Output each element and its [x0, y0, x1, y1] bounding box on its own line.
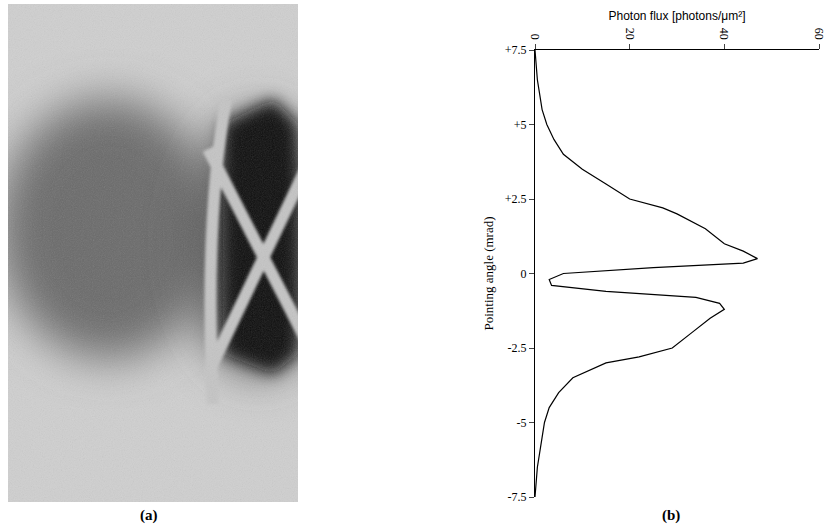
svg-text:60: 60	[812, 28, 826, 40]
svg-text:20: 20	[623, 28, 637, 40]
svg-text:+2.5: +2.5	[505, 192, 527, 206]
svg-text:0: 0	[521, 267, 527, 281]
html-text:(a): (a)	[140, 507, 158, 523]
svg-text:-7.5: -7.5	[508, 490, 527, 504]
svg-text:40: 40	[717, 28, 731, 40]
svg-text:-2.5: -2.5	[508, 341, 527, 355]
svg-text:Photon flux [photons/μm²]: Photon flux [photons/μm²]	[609, 9, 746, 23]
svg-text:-5: -5	[517, 416, 527, 430]
svg-text:0: 0	[528, 34, 542, 40]
svg-text:Pointing angle (mrad): Pointing angle (mrad)	[481, 216, 496, 330]
svg-text:+5: +5	[514, 118, 527, 132]
html-text:(b): (b)	[662, 507, 681, 523]
svg-text:+7.5: +7.5	[505, 43, 527, 57]
